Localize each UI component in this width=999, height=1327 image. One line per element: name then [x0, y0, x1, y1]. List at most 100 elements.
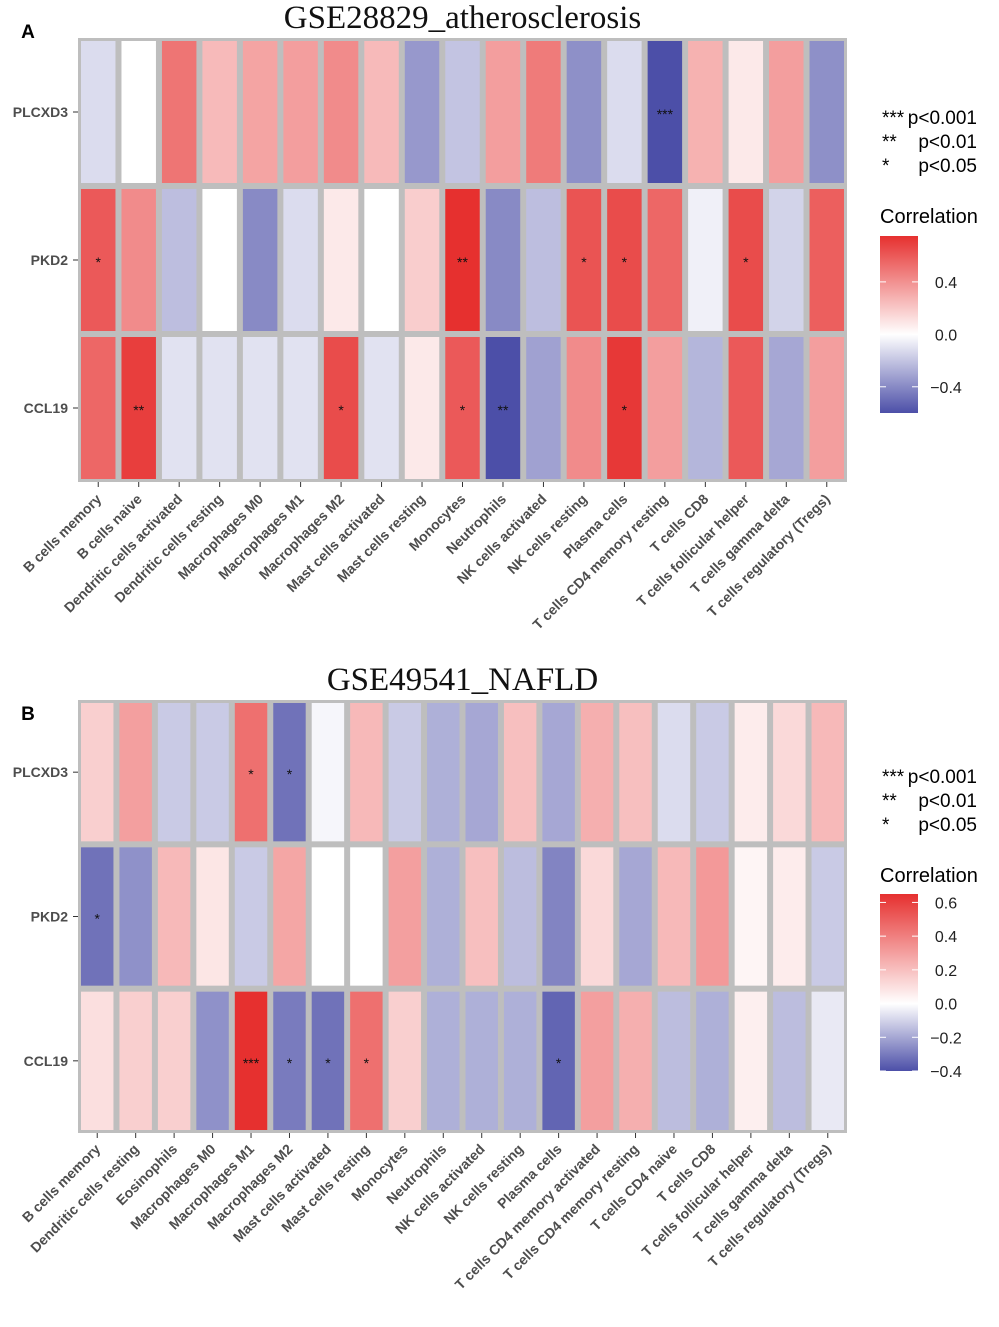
heatmap-cell [688, 41, 723, 183]
heatmap-cell [728, 41, 764, 183]
sig-legend-label: p<0.05 [918, 815, 977, 836]
heatmap-cell [619, 991, 652, 1130]
heatmap-cell [311, 847, 345, 986]
heatmap-cell [350, 703, 383, 842]
heatmap-cell [657, 847, 691, 986]
heatmap-cell [769, 41, 804, 183]
heatmap-cell [404, 337, 440, 479]
significance-star: * [581, 254, 587, 270]
significance-star: * [556, 1055, 562, 1071]
sig-legend-label: p<0.001 [908, 108, 977, 129]
heatmap-cell [773, 847, 806, 986]
heatmap-cell [696, 991, 729, 1130]
colorbar-tick-label: 0.2 [935, 963, 957, 980]
heatmap-cell [161, 189, 197, 331]
heatmap-cell [427, 703, 460, 842]
panel-letter: B [21, 704, 35, 725]
heatmap-cell [234, 847, 268, 986]
heatmap-cell [485, 337, 521, 479]
heatmap-cell [81, 703, 114, 842]
heatmap-cell [273, 847, 306, 986]
legend-title: Correlation [880, 206, 978, 228]
panel-a: A GSE28829_atherosclerosis***PLCXD3* ** * * *… [13, 0, 978, 633]
panel-letter: A [21, 22, 35, 43]
heatmap-cell [811, 847, 844, 986]
heatmap-cell [485, 41, 521, 183]
heatmap-cell [202, 41, 237, 183]
heatmap-cell [647, 189, 683, 331]
heatmap-cell [283, 189, 318, 331]
plot-background [78, 700, 847, 1133]
significance-star: * [96, 254, 102, 270]
heatmap-cell [427, 991, 460, 1130]
heatmap-cell [81, 991, 114, 1130]
significance-star: *** [243, 1055, 260, 1071]
heatmap-cell [445, 41, 480, 183]
heatmap-cell [242, 189, 278, 331]
row-label: PKD2 [31, 909, 69, 925]
heatmap-cell [607, 337, 642, 479]
significance-star: * [364, 1055, 370, 1071]
colorbar [880, 236, 918, 413]
heatmap-cell [809, 337, 844, 479]
row-label: PLCXD3 [13, 764, 68, 780]
colorbar-tick-label: 0.4 [935, 929, 957, 946]
heatmap-cell [607, 189, 642, 331]
heatmap-cell [283, 41, 318, 183]
heatmap-cell [234, 991, 268, 1130]
sig-legend-label: p<0.001 [908, 767, 977, 788]
heatmap-cell [234, 703, 268, 842]
chart-title: GSE28829_atherosclerosis [284, 0, 641, 36]
heatmap-cell [811, 703, 844, 842]
colorbar-tick-label: 0.4 [935, 275, 957, 292]
significance-star: * [287, 766, 293, 782]
significance-star: * [460, 402, 466, 418]
heatmap-cell [350, 991, 383, 1130]
heatmap-cell [445, 337, 480, 479]
heatmap-cell [119, 703, 152, 842]
heatmap-cell [404, 41, 440, 183]
heatmap-cell [161, 337, 197, 479]
heatmap-cell [119, 991, 152, 1130]
chart-title: GSE49541_NAFLD [327, 662, 598, 698]
heatmap-cell [566, 41, 602, 183]
row-label: CCL19 [24, 400, 69, 416]
heatmap-cell [566, 189, 602, 331]
colorbar-tick-label: 0.0 [935, 327, 957, 344]
sig-legend-label: p<0.01 [918, 132, 977, 153]
heatmap-cell [81, 337, 116, 479]
heatmap-cell [364, 189, 399, 331]
heatmap-cell [196, 991, 229, 1130]
heatmap-cell [734, 991, 768, 1130]
heatmap-cell [657, 703, 691, 842]
heatmap-cell [388, 991, 422, 1130]
heatmap-cell [311, 991, 345, 1130]
heatmap-cell [323, 337, 359, 479]
heatmap-cell [404, 189, 440, 331]
significance-star: ** [457, 254, 468, 270]
heatmap-cell [157, 703, 191, 842]
heatmap-cell [734, 847, 768, 986]
heatmap-cell [242, 41, 278, 183]
heatmap-cell [769, 189, 804, 331]
heatmap-cell [728, 189, 764, 331]
heatmap-cell [542, 991, 575, 1130]
heatmap-cell [773, 703, 806, 842]
significance-star: * [325, 1055, 331, 1071]
heatmap-cell [202, 189, 237, 331]
heatmap-cell [769, 337, 804, 479]
heatmap-cell [696, 847, 729, 986]
colorbar-tick-label: 0.6 [935, 895, 957, 912]
heatmap-cell [311, 703, 345, 842]
significance-star: * [743, 254, 749, 270]
heatmap-cell [503, 847, 537, 986]
heatmap-cell [542, 703, 575, 842]
heatmap-cell [81, 41, 116, 183]
heatmap-cell [619, 703, 652, 842]
heatmap-cell [728, 337, 764, 479]
significance-star: ** [498, 402, 509, 418]
heatmap-cell [273, 991, 306, 1130]
heatmap-cell [196, 847, 229, 986]
sig-legend-marker: ** [882, 791, 897, 812]
